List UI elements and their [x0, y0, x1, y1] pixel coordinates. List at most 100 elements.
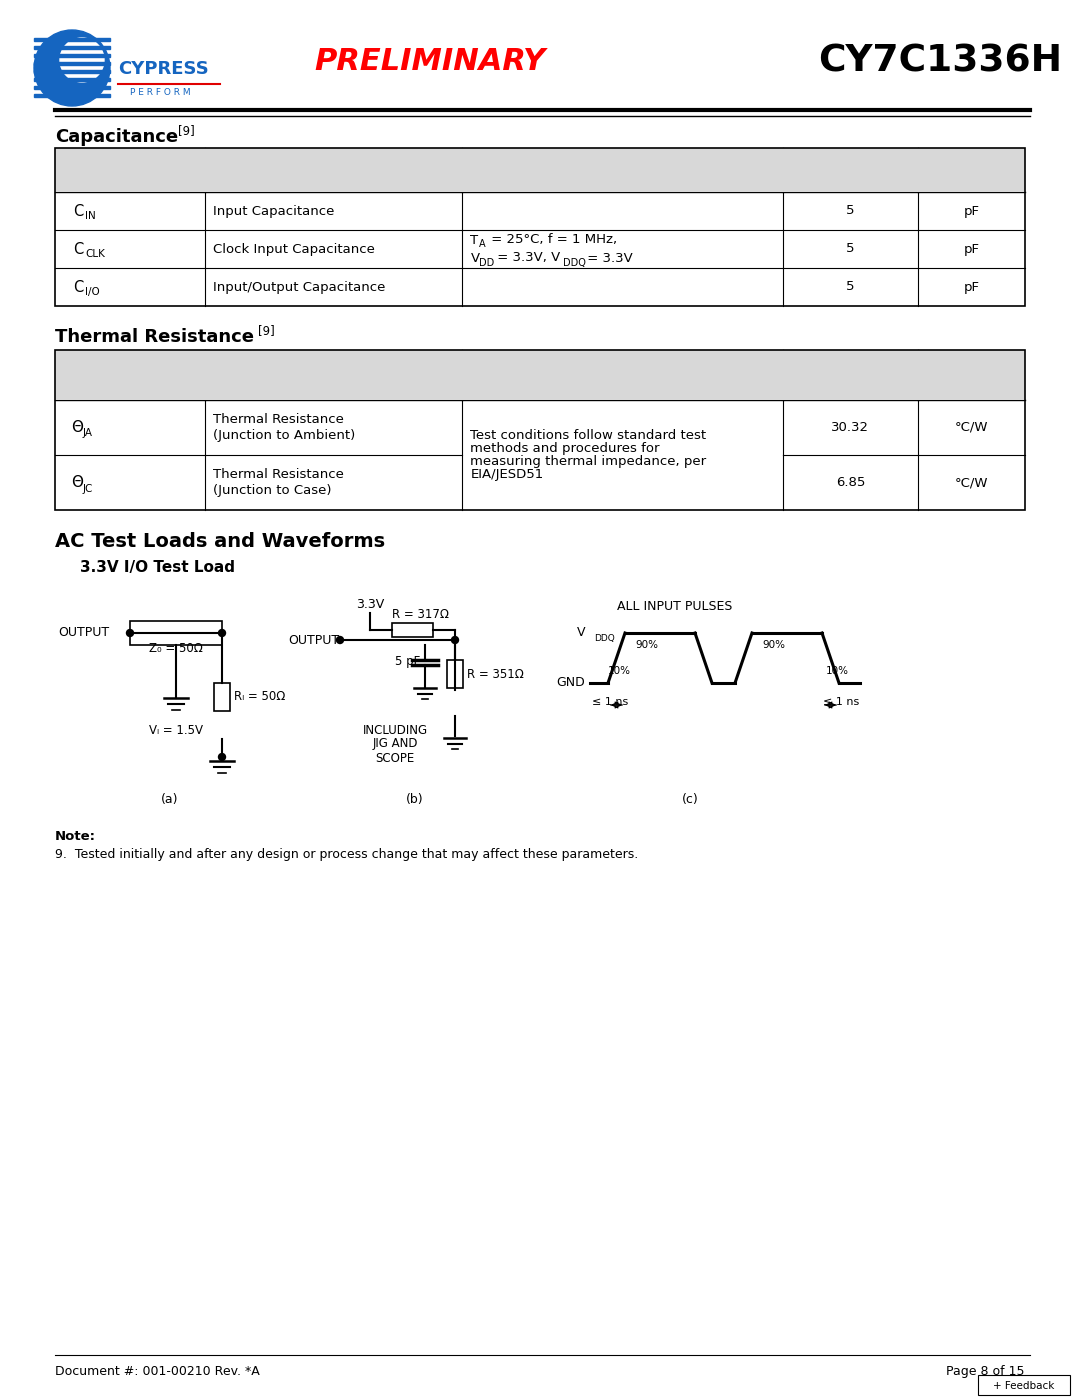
Text: DD: DD — [480, 258, 495, 268]
Text: AC Test Loads and Waveforms: AC Test Loads and Waveforms — [55, 532, 386, 550]
Circle shape — [337, 637, 343, 644]
Text: OUTPUT: OUTPUT — [288, 633, 339, 647]
Bar — [33, 46, 110, 49]
Bar — [978, 1375, 1070, 1396]
Bar — [392, 623, 433, 637]
Text: Test Conditions: Test Conditions — [565, 369, 680, 381]
Text: Parameter: Parameter — [91, 163, 170, 176]
Text: 5: 5 — [846, 281, 854, 293]
Text: 5: 5 — [846, 243, 854, 256]
Text: 30.32: 30.32 — [832, 420, 869, 434]
Text: Θ: Θ — [71, 475, 83, 490]
Text: T: T — [471, 233, 478, 246]
Bar — [130, 622, 222, 645]
Text: R = 317Ω: R = 317Ω — [392, 609, 449, 622]
Text: (c): (c) — [681, 793, 699, 806]
Bar — [33, 61, 110, 66]
Text: °C/W: °C/W — [955, 476, 988, 489]
Text: Thermal Resistance: Thermal Resistance — [214, 414, 345, 426]
Text: 100 TQFP: 100 TQFP — [814, 360, 887, 373]
Circle shape — [33, 29, 110, 106]
Text: Input/Output Capacitance: Input/Output Capacitance — [214, 281, 386, 293]
Text: Unit: Unit — [956, 163, 987, 176]
Bar — [55, 351, 1025, 510]
Text: measuring thermal impedance, per: measuring thermal impedance, per — [471, 455, 706, 468]
Text: Rₗ = 50Ω: Rₗ = 50Ω — [234, 690, 285, 704]
Text: ALL INPUT PULSES: ALL INPUT PULSES — [618, 601, 732, 613]
Bar — [33, 94, 110, 96]
Text: 90%: 90% — [635, 640, 658, 650]
Text: Document #: 001-00210 Rev. *A: Document #: 001-00210 Rev. *A — [55, 1365, 260, 1377]
Text: CLK: CLK — [85, 249, 105, 258]
Text: CY7C1336H: CY7C1336H — [818, 43, 1062, 80]
Bar — [55, 148, 1025, 306]
Text: C: C — [73, 279, 83, 295]
Text: Θ: Θ — [71, 420, 83, 434]
Text: [9]: [9] — [178, 124, 194, 137]
Text: Parameter: Parameter — [91, 369, 170, 381]
Bar — [33, 38, 110, 41]
Text: 5 pF: 5 pF — [395, 655, 420, 669]
Bar — [55, 351, 1025, 400]
Bar — [55, 148, 1025, 191]
Text: JC: JC — [83, 483, 93, 493]
Text: Thermal Resistance: Thermal Resistance — [214, 468, 345, 481]
Text: DDQ: DDQ — [564, 258, 586, 268]
Text: INCLUDING: INCLUDING — [363, 724, 428, 736]
Text: PRELIMINARY: PRELIMINARY — [314, 47, 545, 75]
Text: = 25°C, f = 1 MHz,: = 25°C, f = 1 MHz, — [487, 233, 618, 246]
Text: DDQ: DDQ — [594, 633, 615, 643]
Bar — [33, 70, 110, 73]
Text: OUTPUT: OUTPUT — [58, 626, 109, 640]
Text: Thermal Resistance: Thermal Resistance — [55, 328, 254, 346]
Text: 10%: 10% — [608, 666, 631, 676]
Text: A: A — [480, 239, 486, 249]
Text: °C/W: °C/W — [955, 420, 988, 434]
Text: + Feedback: + Feedback — [994, 1382, 1055, 1391]
Text: Note:: Note: — [55, 830, 96, 842]
Text: 6.85: 6.85 — [836, 476, 865, 489]
Text: Z₀ = 50Ω: Z₀ = 50Ω — [149, 643, 203, 655]
Text: EIA/JESD51: EIA/JESD51 — [471, 468, 543, 481]
Text: 5: 5 — [846, 204, 854, 218]
Text: (Junction to Ambient): (Junction to Ambient) — [214, 429, 355, 441]
Text: Clock Input Capacitance: Clock Input Capacitance — [214, 243, 375, 256]
Text: GND: GND — [556, 676, 585, 690]
Text: ≤ 1 ns: ≤ 1 ns — [592, 697, 629, 707]
Text: P E R F O R M: P E R F O R M — [130, 88, 191, 96]
Text: Max.: Max. — [833, 170, 868, 183]
Text: 90%: 90% — [762, 640, 785, 650]
Text: Package: Package — [819, 377, 881, 390]
Circle shape — [60, 38, 104, 82]
Text: methods and procedures for: methods and procedures for — [471, 441, 660, 455]
Text: pF: pF — [963, 281, 980, 293]
Text: 9.  Tested initially and after any design or process change that may affect thes: 9. Tested initially and after any design… — [55, 848, 638, 861]
Text: CYPRESS: CYPRESS — [118, 60, 208, 78]
Text: Page 8 of 15: Page 8 of 15 — [946, 1365, 1025, 1377]
Circle shape — [218, 630, 226, 637]
Text: Unit: Unit — [956, 369, 987, 381]
Text: [9]: [9] — [258, 324, 274, 337]
Circle shape — [218, 753, 226, 760]
Bar — [33, 53, 110, 57]
Text: pF: pF — [963, 243, 980, 256]
Text: Vₗ = 1.5V: Vₗ = 1.5V — [149, 724, 203, 736]
Text: Input Capacitance: Input Capacitance — [214, 204, 335, 218]
Text: Description: Description — [291, 163, 377, 176]
Bar — [447, 659, 463, 687]
Text: = 3.3V, V: = 3.3V, V — [494, 251, 561, 264]
Text: 3.3V: 3.3V — [356, 598, 384, 612]
Text: 3.3V I/O Test Load: 3.3V I/O Test Load — [80, 560, 235, 576]
Text: Capacitance: Capacitance — [55, 129, 178, 147]
Circle shape — [126, 630, 134, 637]
Text: V: V — [471, 251, 480, 264]
Text: 100 TQFP: 100 TQFP — [814, 156, 887, 169]
Text: JA: JA — [83, 429, 93, 439]
Text: = 3.3V: = 3.3V — [583, 251, 633, 264]
Text: (b): (b) — [406, 793, 423, 806]
Text: (a): (a) — [161, 793, 179, 806]
Text: 10%: 10% — [826, 666, 849, 676]
Text: C: C — [73, 204, 83, 218]
Text: JIG AND: JIG AND — [373, 738, 418, 750]
Circle shape — [451, 637, 459, 644]
